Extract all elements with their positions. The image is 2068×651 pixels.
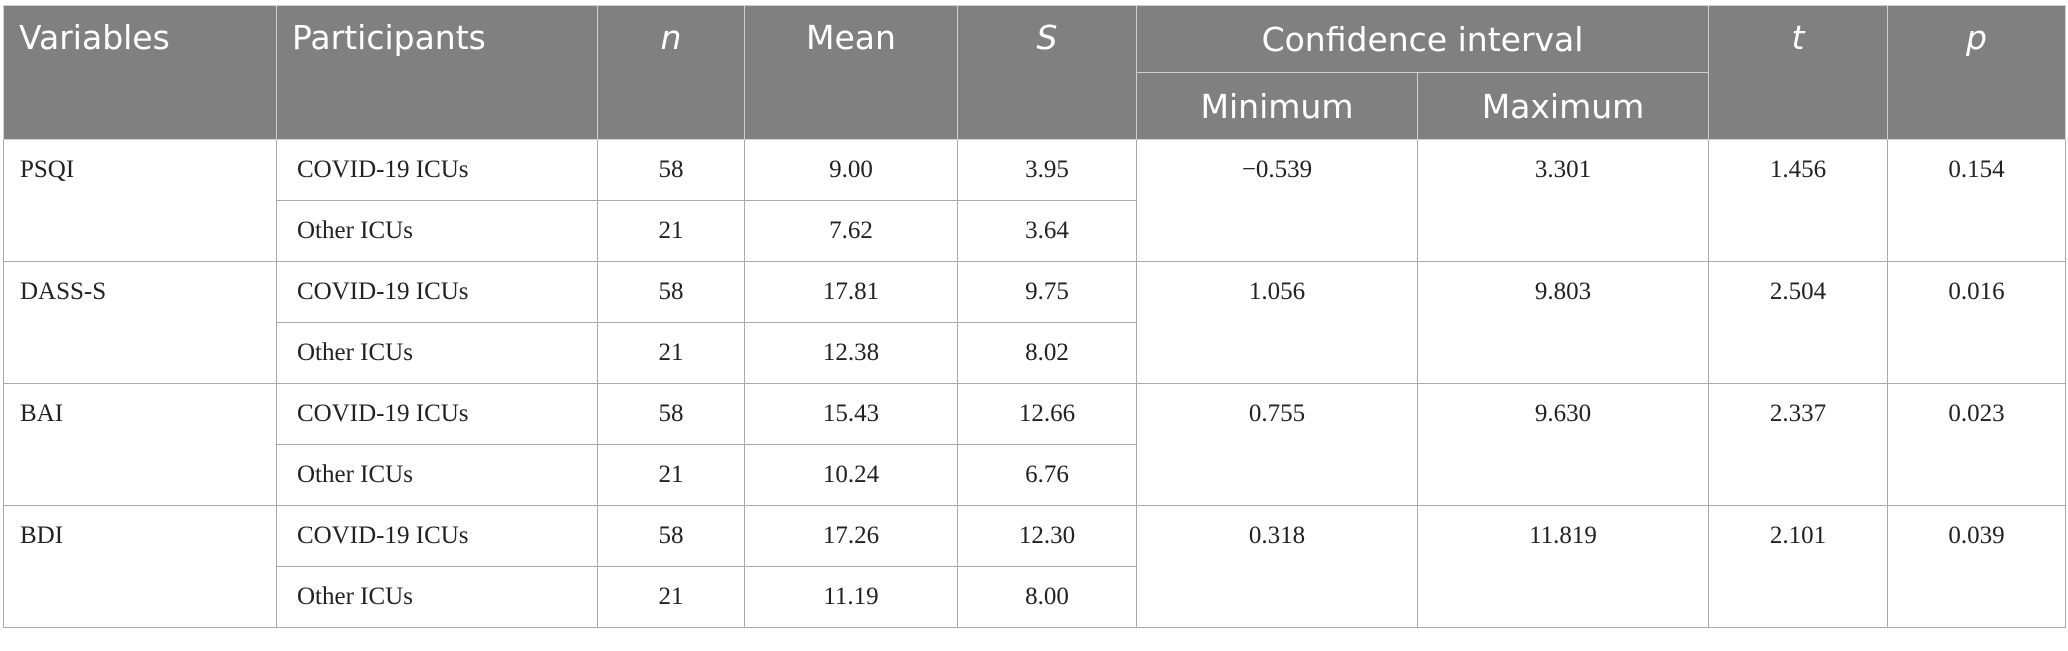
- ci-minimum-cell: 1.056: [1136, 261, 1418, 384]
- mean-cell: 17.81: [744, 261, 958, 323]
- participants-cell: Other ICUs: [276, 444, 598, 506]
- n-cell: 58: [597, 505, 745, 567]
- variable-cell: BDI: [3, 505, 277, 628]
- participants-cell: COVID-19 ICUs: [276, 383, 598, 445]
- table-row: Other ICUs 21 11.19 8.00: [4, 566, 2066, 628]
- variable-cell: PSQI: [3, 139, 277, 262]
- header-participants: Participants: [276, 5, 598, 140]
- results-table: Variables Participants n Mean S Confiden…: [3, 5, 2067, 628]
- table-body: PSQI COVID-19 ICUs 58 9.00 3.95 −0.539 3…: [3, 139, 2067, 628]
- header-maximum: Maximum: [1416, 72, 1710, 140]
- n-cell: 58: [597, 139, 745, 201]
- table-header: Variables Participants n Mean S Confiden…: [3, 5, 2067, 140]
- header-s: S: [957, 5, 1137, 140]
- n-cell: 21: [597, 566, 745, 628]
- p-cell: 0.039: [1887, 505, 2067, 628]
- ci-maximum-cell: 9.630: [1416, 383, 1710, 506]
- participants-cell: Other ICUs: [276, 200, 598, 262]
- ci-minimum-cell: −0.539: [1136, 139, 1418, 262]
- s-cell: 6.76: [957, 444, 1137, 506]
- t-cell: 1.456: [1708, 139, 1889, 262]
- header-minimum: Minimum: [1136, 72, 1418, 140]
- participants-cell: Other ICUs: [276, 322, 598, 384]
- t-cell: 2.337: [1708, 383, 1889, 506]
- participants-cell: COVID-19 ICUs: [276, 505, 598, 567]
- table-row: Other ICUs 21 7.62 3.64: [4, 200, 2066, 262]
- n-cell: 21: [597, 200, 745, 262]
- s-cell: 9.75: [957, 261, 1137, 323]
- n-cell: 21: [597, 322, 745, 384]
- ci-maximum-cell: 11.819: [1416, 505, 1710, 628]
- table-row: DASS-S COVID-19 ICUs 58 17.81 9.75 1.056…: [3, 261, 2067, 384]
- s-cell: 8.00: [957, 566, 1137, 628]
- participants-cell: COVID-19 ICUs: [276, 139, 598, 201]
- s-cell: 3.95: [957, 139, 1137, 201]
- header-variables: Variables: [3, 5, 277, 140]
- s-cell: 3.64: [957, 200, 1137, 262]
- header-row: Variables Participants n Mean S Confiden…: [3, 5, 2067, 140]
- participants-cell: COVID-19 ICUs: [276, 261, 598, 323]
- mean-cell: 11.19: [744, 566, 958, 628]
- s-cell: 12.66: [957, 383, 1137, 445]
- mean-cell: 15.43: [744, 383, 958, 445]
- mean-cell: 7.62: [744, 200, 958, 262]
- mean-cell: 12.38: [744, 322, 958, 384]
- p-cell: 0.154: [1887, 139, 2067, 262]
- header-p: p: [1887, 5, 2067, 140]
- table-row: BAI COVID-19 ICUs 58 15.43 12.66 0.755 9…: [3, 383, 2067, 506]
- header-n: n: [597, 5, 745, 140]
- ci-minimum-cell: 0.318: [1136, 505, 1418, 628]
- t-cell: 2.101: [1708, 505, 1889, 628]
- variable-cell: BAI: [3, 383, 277, 506]
- ci-maximum-cell: 9.803: [1416, 261, 1710, 384]
- n-cell: 58: [597, 383, 745, 445]
- mean-cell: 9.00: [744, 139, 958, 201]
- table-row: Other ICUs 21 12.38 8.02: [4, 322, 2066, 384]
- participants-cell: Other ICUs: [276, 566, 598, 628]
- header-mean: Mean: [744, 5, 958, 140]
- header-t: t: [1708, 5, 1889, 140]
- mean-cell: 17.26: [744, 505, 958, 567]
- p-cell: 0.016: [1887, 261, 2067, 384]
- n-cell: 58: [597, 261, 745, 323]
- variable-cell: DASS-S: [3, 261, 277, 384]
- n-cell: 21: [597, 444, 745, 506]
- s-cell: 12.30: [957, 505, 1137, 567]
- header-confidence-interval: Confidence interval: [1135, 5, 1710, 73]
- table-row: PSQI COVID-19 ICUs 58 9.00 3.95 −0.539 3…: [3, 139, 2067, 262]
- p-cell: 0.023: [1887, 383, 2067, 506]
- ci-minimum-cell: 0.755: [1136, 383, 1418, 506]
- header-subrow: Minimum Maximum: [4, 72, 2066, 140]
- t-cell: 2.504: [1708, 261, 1889, 384]
- mean-cell: 10.24: [744, 444, 958, 506]
- s-cell: 8.02: [957, 322, 1137, 384]
- ci-maximum-cell: 3.301: [1416, 139, 1710, 262]
- table-row: BDI COVID-19 ICUs 58 17.26 12.30 0.318 1…: [3, 505, 2067, 628]
